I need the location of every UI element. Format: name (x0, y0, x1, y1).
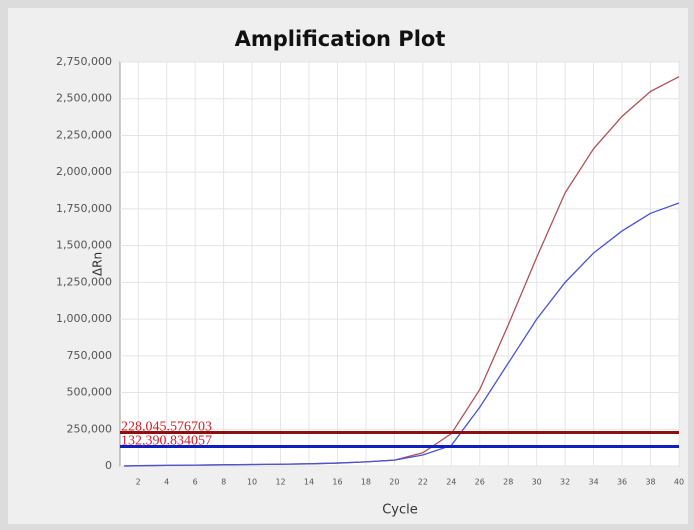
x-tick-label: 28 (503, 478, 513, 487)
y-tick-label: 250,000 (67, 422, 113, 435)
x-tick-label: 20 (389, 478, 399, 487)
x-tick-label: 40 (674, 478, 684, 487)
x-tick-label: 8 (221, 478, 226, 487)
x-tick-label: 2 (136, 478, 141, 487)
x-axis-label: Cycle (382, 503, 418, 518)
y-tick-label: 2,250,000 (56, 128, 112, 141)
x-tick-label: 22 (418, 478, 428, 487)
x-tick-label: 16 (332, 478, 342, 487)
x-tick-label: 14 (304, 478, 314, 487)
x-tick-label: 24 (446, 478, 456, 487)
x-tick-label: 26 (475, 478, 485, 487)
x-tick-label: 36 (617, 478, 627, 487)
y-tick-label: 2,000,000 (56, 165, 112, 178)
x-tick-label: 38 (645, 478, 655, 487)
y-tick-label: 1,000,000 (56, 312, 112, 325)
x-tick-label: 10 (247, 478, 257, 487)
y-tick-label: 0 (105, 459, 112, 472)
y-axis-label: ΔRn (91, 252, 105, 276)
y-tick-label: 2,750,000 (56, 55, 112, 68)
x-tick-label: 18 (361, 478, 371, 487)
x-tick-label: 12 (275, 478, 285, 487)
y-tick-label: 750,000 (67, 349, 113, 362)
threshold-label: 132,390.834057 (121, 434, 212, 449)
y-tick-label: 500,000 (67, 386, 113, 399)
plot-area (119, 61, 680, 467)
y-tick-label: 2,500,000 (56, 92, 112, 105)
threshold-label: 228,045.576703 (121, 419, 212, 434)
x-tick-label: 4 (164, 478, 169, 487)
chart-title: Amplification Plot (235, 27, 446, 51)
y-tick-label: 1,500,000 (56, 239, 112, 252)
y-tick-label: 1,750,000 (56, 202, 112, 215)
x-tick-label: 30 (532, 478, 542, 487)
x-tick-label: 32 (560, 478, 570, 487)
x-tick-label: 6 (193, 478, 198, 487)
y-tick-label: 1,250,000 (56, 275, 112, 288)
x-tick-label: 34 (589, 478, 599, 487)
amplification-curve (123, 202, 680, 467)
